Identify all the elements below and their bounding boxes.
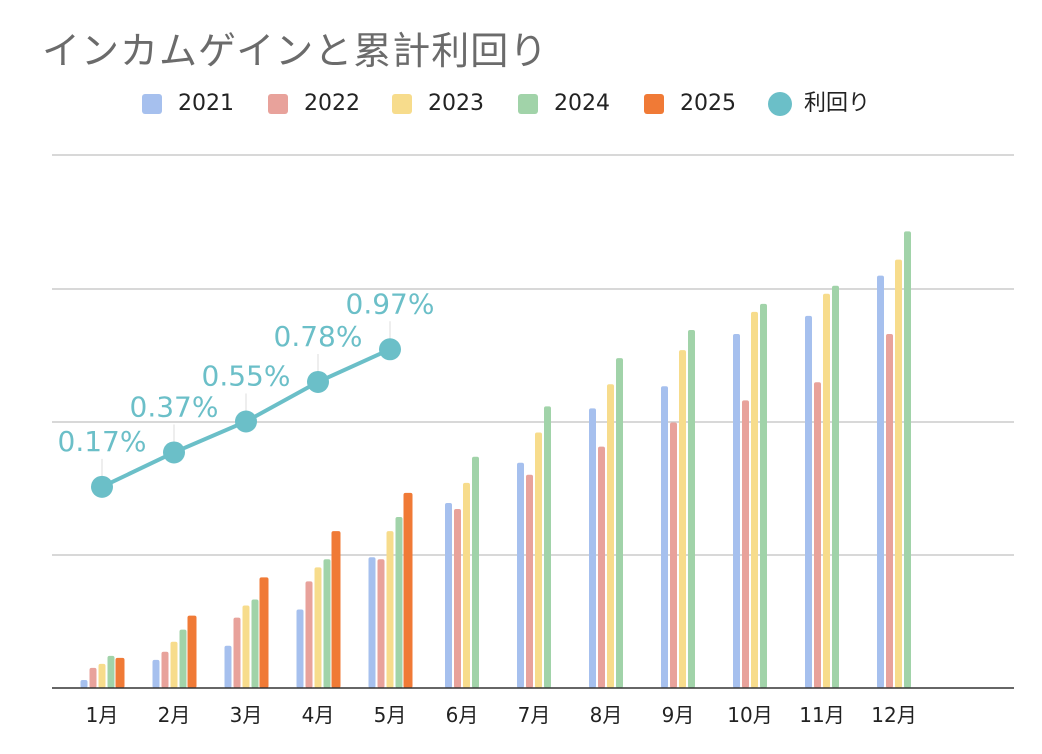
bar-2022-7: [526, 474, 533, 688]
bar-2023-11: [823, 293, 830, 688]
legend-label-2025: 2025: [680, 91, 736, 116]
x-tick-label: 2月: [158, 703, 191, 727]
bar-2021-11: [805, 315, 812, 688]
x-tick-label: 8月: [590, 703, 623, 727]
bar-2021-8: [589, 408, 596, 688]
yield-point-3: [235, 410, 257, 433]
yield-point-4: [307, 370, 329, 393]
bar-2022-2: [161, 651, 169, 688]
bar-2022-6: [454, 508, 461, 688]
bar-2021-4: [296, 609, 304, 688]
x-tick-label: 9月: [662, 703, 695, 727]
bar-2021-2: [152, 659, 160, 688]
bar-2022-10: [742, 400, 749, 688]
bar-2022-12: [886, 334, 893, 688]
bar-2021-12: [877, 275, 884, 688]
bar-2022-3: [233, 617, 241, 688]
yield-data-label-3: 0.55%: [202, 360, 291, 393]
bar-2023-5: [386, 531, 394, 688]
x-tick-label: 10月: [727, 703, 772, 727]
legend-swatch-2025: [644, 94, 664, 114]
legend-swatch-2024: [518, 94, 538, 114]
bar-2024-10: [760, 303, 767, 688]
bar-2025-3: [259, 577, 269, 688]
bar-2024-4: [323, 559, 331, 688]
yield-data-label-1: 0.17%: [58, 425, 147, 458]
yield-data-label-4: 0.78%: [274, 320, 363, 353]
bar-2024-12: [904, 231, 911, 689]
bar-2021-3: [224, 645, 232, 688]
legend-label-2022: 2022: [304, 91, 360, 116]
x-tick-label: 5月: [374, 703, 407, 727]
bar-2024-2: [179, 629, 187, 688]
legend-dot-yield: [768, 92, 792, 116]
bar-2024-9: [688, 329, 695, 688]
legend-swatch-2022: [268, 94, 288, 114]
x-tick-label: 6月: [446, 703, 479, 727]
yield-data-label-5: 0.97%: [346, 287, 435, 320]
bar-2023-8: [607, 384, 614, 688]
bar-2022-5: [377, 559, 385, 688]
legend: 2021 2022 2023 2024 2025 利回り: [0, 84, 1042, 124]
bar-2022-9: [670, 422, 677, 688]
bar-2025-2: [187, 615, 197, 688]
legend-label-2024: 2024: [554, 91, 610, 116]
bar-2025-4: [331, 531, 341, 688]
bar-2022-11: [814, 382, 821, 688]
bar-2021-5: [368, 557, 376, 688]
yield-point-2: [163, 441, 185, 464]
yield-point-5: [379, 338, 401, 361]
legend-label-2023: 2023: [428, 91, 484, 116]
bar-2024-1: [107, 655, 115, 688]
bar-2024-5: [395, 517, 403, 688]
bar-2024-3: [251, 599, 259, 688]
bar-2021-9: [661, 386, 668, 688]
bar-2021-6: [445, 502, 452, 688]
bar-2023-1: [98, 663, 106, 688]
bar-2022-8: [598, 446, 605, 688]
chart-title: インカムゲインと累計利回り: [42, 29, 549, 73]
x-tick-label: 3月: [230, 703, 263, 727]
bar-2025-5: [403, 492, 413, 688]
bar-2024-8: [616, 358, 623, 688]
bar-2025-1: [115, 657, 125, 688]
x-tick-label: 4月: [302, 703, 335, 727]
bar-2021-1: [80, 679, 88, 688]
bar-2023-2: [170, 641, 178, 688]
legend-swatch-2021: [142, 94, 162, 114]
x-tick-label: 7月: [518, 703, 551, 727]
yield-point-1: [91, 475, 113, 498]
legend-label-yield: 利回り: [804, 91, 871, 116]
x-tick-label: 12月: [871, 703, 916, 727]
legend-swatch-2023: [392, 94, 412, 114]
bar-2022-1: [89, 667, 97, 688]
bar-2023-12: [895, 259, 902, 688]
bar-2023-9: [679, 350, 686, 688]
bar-2023-7: [535, 432, 542, 688]
bar-2023-6: [463, 482, 470, 688]
bar-2021-7: [517, 462, 524, 688]
bar-2024-6: [472, 456, 479, 688]
bar-2023-3: [242, 605, 250, 688]
bar-2021-10: [733, 334, 740, 688]
legend-label-2021: 2021: [178, 91, 234, 116]
yield-data-label-2: 0.37%: [130, 390, 219, 423]
bar-2022-4: [305, 581, 313, 688]
x-tick-label: 1月: [86, 703, 119, 727]
bar-2023-10: [751, 311, 758, 688]
bar-2024-7: [544, 406, 551, 688]
bar-2023-4: [314, 567, 322, 688]
bar-2024-11: [832, 285, 839, 688]
x-tick-label: 11月: [799, 703, 844, 727]
